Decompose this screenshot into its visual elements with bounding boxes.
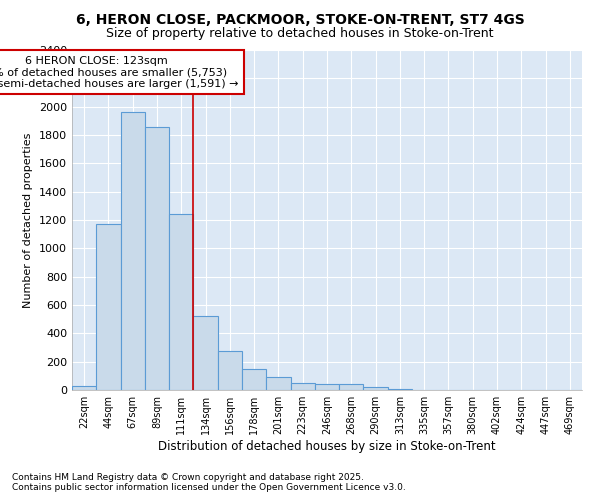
Text: Size of property relative to detached houses in Stoke-on-Trent: Size of property relative to detached ho…: [106, 28, 494, 40]
Y-axis label: Number of detached properties: Number of detached properties: [23, 132, 34, 308]
Bar: [169, 214, 193, 390]
Bar: [218, 351, 242, 390]
Bar: [72, 386, 96, 390]
Bar: [364, 387, 388, 390]
Text: 6, HERON CLOSE, PACKMOOR, STOKE-ON-TRENT, ST7 4GS: 6, HERON CLOSE, PACKMOOR, STOKE-ON-TRENT…: [76, 12, 524, 26]
Bar: [242, 369, 266, 390]
Bar: [96, 224, 121, 390]
Bar: [266, 378, 290, 390]
Text: Contains HM Land Registry data © Crown copyright and database right 2025.: Contains HM Land Registry data © Crown c…: [12, 474, 364, 482]
Bar: [290, 383, 315, 390]
Bar: [339, 384, 364, 390]
Bar: [315, 384, 339, 390]
X-axis label: Distribution of detached houses by size in Stoke-on-Trent: Distribution of detached houses by size …: [158, 440, 496, 453]
Bar: [121, 112, 145, 390]
Text: Contains public sector information licensed under the Open Government Licence v3: Contains public sector information licen…: [12, 484, 406, 492]
Text: 6 HERON CLOSE: 123sqm
← 78% of detached houses are smaller (5,753)
22% of semi-d: 6 HERON CLOSE: 123sqm ← 78% of detached …: [0, 56, 238, 89]
Bar: [193, 316, 218, 390]
Bar: [145, 126, 169, 390]
